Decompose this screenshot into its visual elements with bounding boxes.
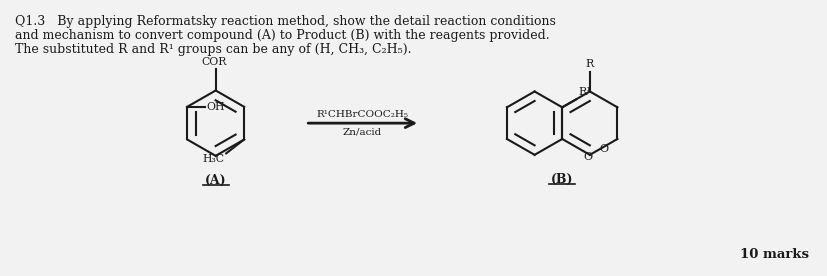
Text: The substituted R and R¹ groups can be any of (H, CH₃, C₂H₅).: The substituted R and R¹ groups can be a… [16,43,411,56]
Text: R¹CHBrCOOC₂H₅: R¹CHBrCOOC₂H₅ [316,110,409,119]
Text: R¹: R¹ [577,87,590,97]
Text: O: O [599,144,608,154]
Text: (A): (A) [204,174,227,187]
Text: Zn/acid: Zn/acid [342,127,382,136]
Text: O: O [583,152,592,162]
Text: Q1.3   By applying Reformatsky reaction method, show the detail reaction conditi: Q1.3 By applying Reformatsky reaction me… [16,15,556,28]
Text: 10 marks: 10 marks [739,248,808,261]
Text: R: R [585,59,593,69]
Text: COR: COR [201,57,226,67]
Text: and mechanism to convert compound (A) to Product (B) with the reagents provided.: and mechanism to convert compound (A) to… [16,29,549,42]
Text: (B): (B) [550,173,573,186]
Text: H₃C: H₃C [202,154,224,164]
Text: OH: OH [206,102,224,112]
